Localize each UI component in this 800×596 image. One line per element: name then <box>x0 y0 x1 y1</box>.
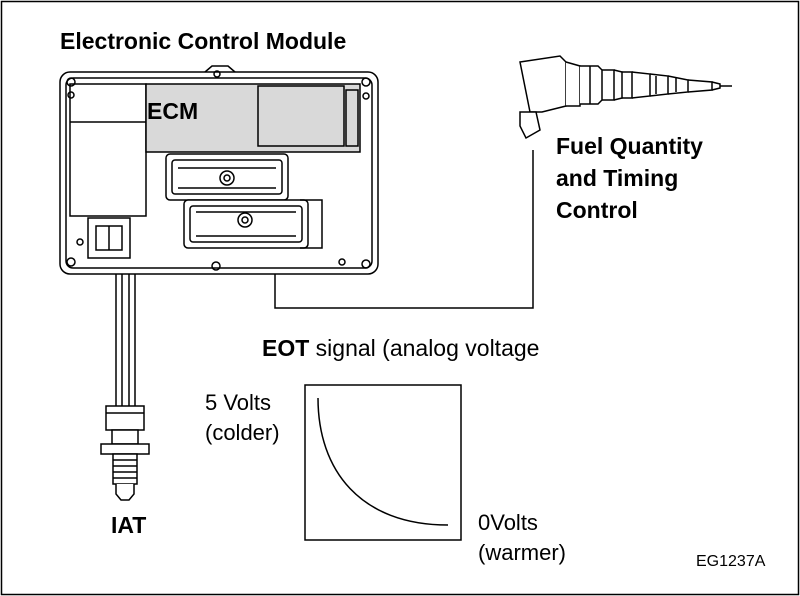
graph-top-label-line1: 5 Volts <box>205 390 272 415</box>
signal-label-suffix: signal (analog voltage <box>309 335 540 361</box>
injector-wire <box>274 150 534 309</box>
graph-top-label: 5 Volts (colder) <box>205 388 280 448</box>
injector-label-line1: Fuel Quantity <box>556 133 703 159</box>
module-title: Electronic Control Module <box>60 28 347 54</box>
voltage-curve <box>317 397 449 526</box>
injector-label-line3: Control <box>556 197 638 223</box>
ecm-module <box>59 65 379 275</box>
graph-top-label-line2: (colder) <box>205 420 280 445</box>
injector-label-line2: and Timing <box>556 165 679 191</box>
ecm-label: ECM <box>147 98 199 124</box>
eot-signal-graph <box>304 384 462 541</box>
signal-label-prefix: EOT <box>262 335 310 361</box>
injector-label: Fuel Quantity and Timing Control <box>556 130 703 226</box>
sensor-wire <box>115 274 136 406</box>
sensor-label: IAT <box>111 512 147 538</box>
graph-bottom-label: 0Volts (warmer) <box>478 508 566 568</box>
graph-bottom-label-line1: 0Volts <box>478 510 538 535</box>
figure-code: EG1237A <box>696 553 766 570</box>
fuel-injector-icon <box>519 55 732 140</box>
graph-bottom-label-line2: (warmer) <box>478 540 566 565</box>
signal-label: EOT signal (analog voltage <box>262 335 539 362</box>
graph-frame <box>304 384 462 541</box>
iat-sensor-icon <box>100 405 150 501</box>
